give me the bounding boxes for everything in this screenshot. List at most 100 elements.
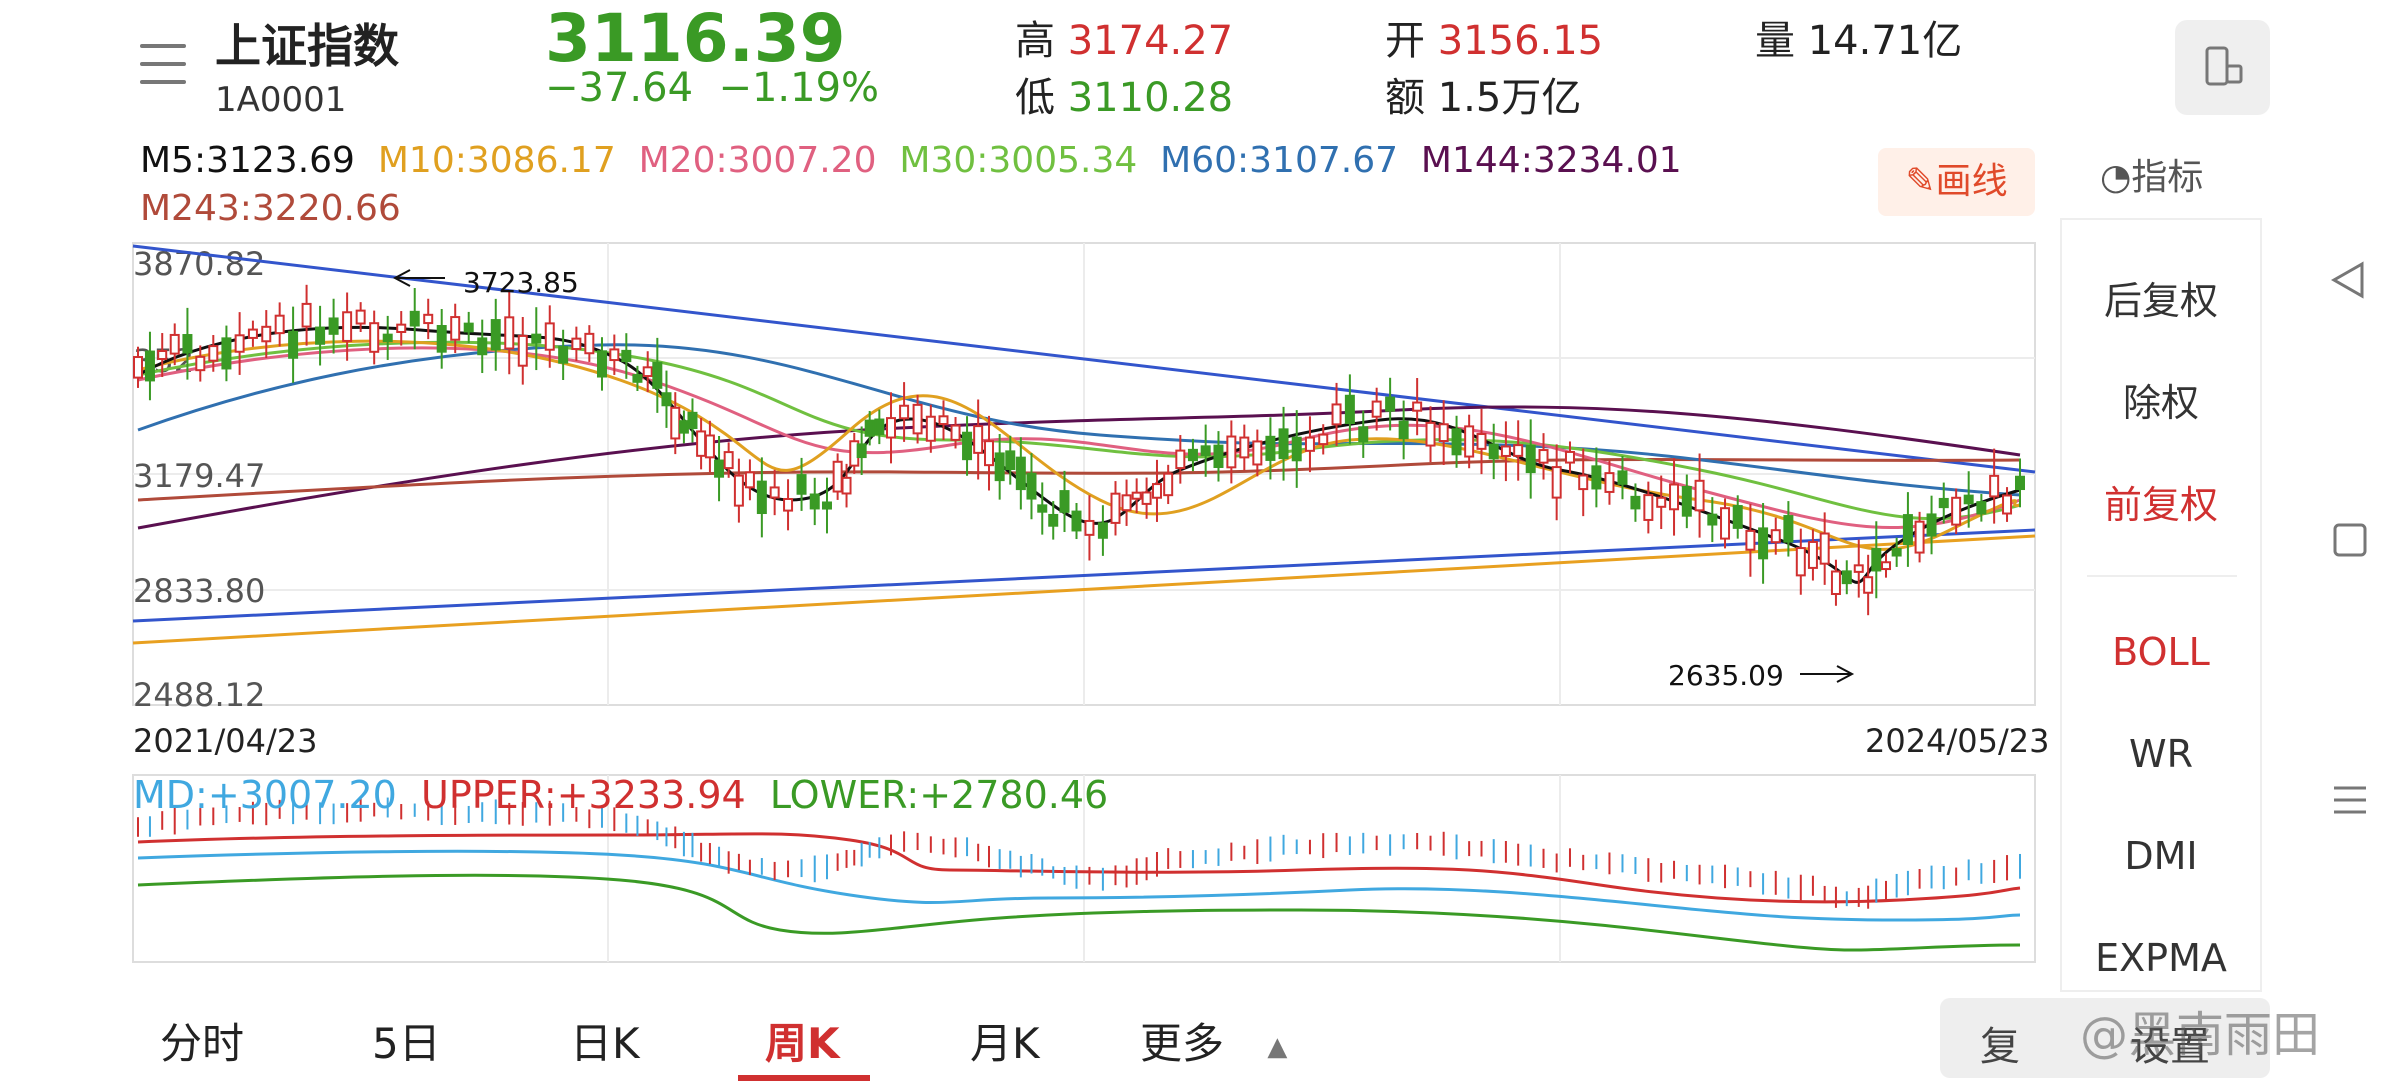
phone-rotate-icon (2205, 46, 2243, 86)
candle-body (670, 406, 681, 440)
candle-body (558, 346, 569, 364)
tab-intraday[interactable]: 分时 (160, 1019, 245, 1068)
candle-body (1438, 423, 1449, 443)
volume-stat: 量 14.71亿 (1755, 18, 1963, 64)
ma-legend: M5:3123.69 M10:3086.17 M20:3007.20 M30:3… (140, 140, 1682, 181)
open-value: 3156.15 (1437, 18, 1604, 64)
back-icon (2330, 261, 2364, 299)
restore-button[interactable]: 复 (1980, 1024, 2020, 1070)
settings-button[interactable]: 设置 (2130, 1024, 2210, 1070)
candle-body (221, 337, 232, 370)
end-date: 2024/05/23 (1865, 722, 2050, 760)
candle-body (1720, 507, 1731, 540)
axis-label-4: 2833.80 (133, 572, 265, 610)
sidebar-item-expma[interactable]: EXPMA (2095, 936, 2227, 980)
candle-body (756, 480, 767, 515)
candle-body (1291, 436, 1302, 462)
candle-body (950, 424, 961, 441)
ma20-label: M20:3007.20 (638, 140, 877, 181)
candle-body (1344, 394, 1355, 425)
sidebar-item-ex-rights[interactable]: 除权 (2122, 381, 2199, 425)
trend-line-lower (132, 528, 2036, 623)
candle-body (912, 403, 923, 435)
candle-body (1770, 529, 1781, 544)
sidebar-item-wr[interactable]: WR (2129, 732, 2193, 776)
caret-up-icon: ▲ (1267, 1031, 1288, 1062)
adjust-sidebar: 后复权 除权 前复权 BOLL WR DMI EXPMA (2060, 218, 2262, 992)
tab-more[interactable]: 更多 ▲ (1140, 1019, 1288, 1068)
ma144-label: M144:3234.01 (1420, 140, 1682, 181)
candle-body (247, 328, 258, 339)
candle-body (234, 334, 245, 353)
menu-button[interactable] (140, 40, 190, 90)
ma20-line (137, 346, 2021, 530)
candle-body (1863, 576, 1874, 594)
candle-body (195, 355, 206, 372)
pencil-icon: ✎ (1905, 161, 1936, 202)
candle-body (1745, 529, 1756, 551)
gauge-icon: ◔ (2100, 157, 2132, 198)
candle-body (1213, 444, 1224, 468)
landscape-toggle-button[interactable] (2175, 20, 2270, 115)
candle-body (1591, 465, 1602, 490)
candle-body (1732, 505, 1743, 529)
candle-body (1175, 449, 1186, 470)
candle-body (1578, 474, 1589, 491)
tab-5day[interactable]: 5日 (372, 1019, 441, 1068)
candle-body (133, 356, 143, 379)
candle-body (1707, 513, 1718, 526)
candle-body (144, 350, 155, 382)
ma243-label: M243:3220.66 (140, 188, 401, 229)
candle-body (315, 326, 326, 345)
ma30-line (137, 340, 2021, 521)
price-change: −37.64 −1.19% (545, 65, 879, 111)
trend-line-upper (132, 244, 2036, 474)
axis-label-top: 3870.82 (133, 245, 265, 283)
tab-daily-k[interactable]: 日K (570, 1019, 640, 1068)
candle-body (984, 440, 995, 467)
candle-body (899, 404, 910, 420)
candle-body (1488, 443, 1499, 460)
candle-body (1265, 435, 1276, 461)
candle-body (1412, 401, 1423, 412)
sidebar-item-dmi[interactable]: DMI (2124, 834, 2198, 878)
candle-body (1758, 527, 1769, 560)
candle-body (1239, 436, 1250, 459)
candle-body (504, 316, 515, 350)
sidebar-item-boll[interactable]: BOLL (2112, 630, 2210, 674)
candle-body (1617, 470, 1628, 485)
candle-body (1871, 548, 1882, 572)
candle-body (571, 337, 582, 351)
candle-body (1318, 433, 1329, 446)
candle-body (796, 474, 807, 495)
candle-body (1963, 494, 1974, 505)
candle-body (1278, 428, 1289, 460)
candle-body (1048, 513, 1059, 527)
amount-value: 1.5万亿 (1437, 75, 1582, 121)
candle-body (1783, 515, 1794, 543)
candle-body (704, 434, 715, 459)
ma243-line (137, 457, 2021, 502)
candle-body (938, 415, 949, 426)
menu-nav-button[interactable] (2320, 770, 2380, 830)
candle-body (687, 411, 698, 430)
tab-monthly-k[interactable]: 月K (970, 1019, 1040, 1068)
sidebar-item-forward-adjust[interactable]: 前复权 (2103, 483, 2218, 527)
home-nav-button[interactable] (2320, 510, 2380, 570)
candle-body (973, 425, 984, 454)
candle-body (821, 501, 832, 510)
candle-body (1141, 491, 1152, 505)
candle-body (864, 419, 875, 437)
candle-body (1163, 472, 1174, 497)
candle-body (355, 309, 366, 325)
candle-body (1331, 403, 1342, 426)
indicator-button[interactable]: ◔指标 (2100, 157, 2204, 198)
back-nav-button[interactable] (2320, 250, 2380, 310)
tab-weekly-k[interactable]: 周K (765, 1019, 840, 1068)
candle-body (1371, 400, 1382, 418)
draw-line-button[interactable]: ✎画线 (1878, 148, 2035, 216)
candlesticks (133, 284, 2025, 616)
candle-body (169, 333, 180, 355)
sidebar-item-back-adjust[interactable]: 后复权 (2103, 279, 2218, 323)
